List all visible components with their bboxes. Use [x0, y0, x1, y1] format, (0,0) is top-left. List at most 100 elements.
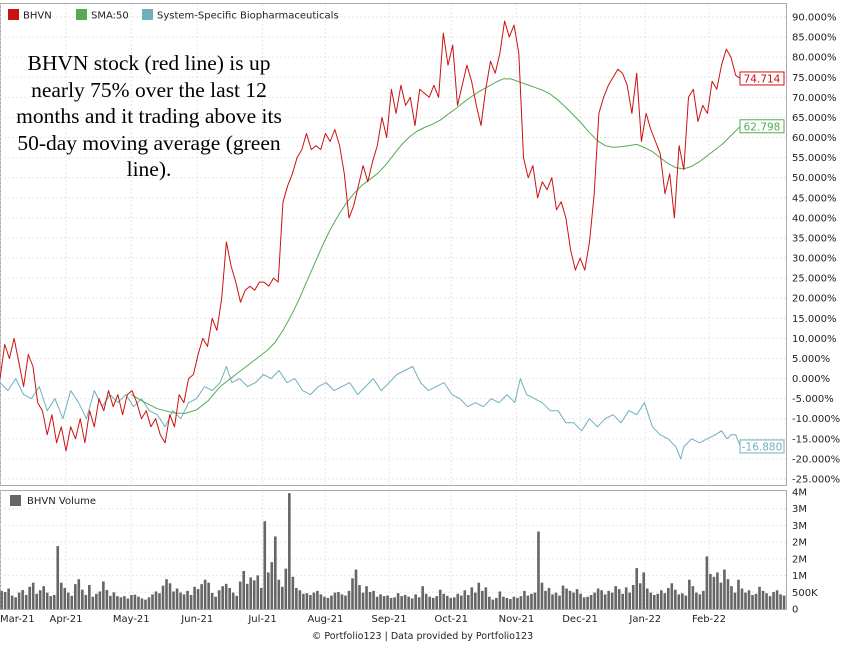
volume-bar: [319, 594, 323, 610]
volume-bar: [17, 592, 21, 609]
volume-bar: [81, 589, 84, 609]
price-y-tick-label: 30.000%: [792, 254, 837, 265]
volume-panel: 4M 3M 3M 2M 2M 1M 500K 0 BHVN Volume: [0, 488, 818, 616]
volume-bar: [372, 590, 375, 610]
bhvn-line: [0, 20, 741, 452]
legend-swatch-sma50: [76, 9, 87, 20]
volume-bar: [42, 586, 46, 609]
volume-bar: [621, 593, 624, 609]
volume-bar: [593, 592, 596, 609]
volume-bar: [519, 596, 523, 609]
volume-bar: [403, 594, 407, 609]
price-y-tick-label: -5.000%: [792, 394, 834, 405]
volume-bar: [123, 596, 126, 609]
bhvn-end-label: 74.714: [744, 73, 781, 85]
volume-bar: [691, 586, 695, 609]
x-tick-label: Jul-21: [247, 614, 276, 625]
volume-bar: [347, 590, 351, 610]
sector-end-label: -16.880: [742, 441, 783, 453]
volume-y-tick-label: 1M: [792, 571, 807, 582]
volume-bar: [73, 584, 77, 609]
sma50-line: [131, 78, 741, 414]
volume-bar: [88, 585, 91, 609]
credit-footer: © Portfolio123 | Data provided by Portfo…: [311, 631, 534, 642]
volume-bar: [228, 587, 231, 609]
volume-bar: [617, 589, 621, 609]
volume-bar: [21, 589, 24, 609]
x-tick-label: Sep-21: [371, 614, 406, 625]
volume-bar: [288, 493, 291, 609]
volume-bar: [709, 573, 712, 609]
volume-bar: [274, 536, 277, 609]
volume-bar: [221, 586, 224, 609]
volume-bar: [270, 562, 274, 609]
price-horizontal-gridlines: [0, 16, 786, 480]
volume-bar: [179, 592, 182, 609]
volume-bar: [144, 599, 147, 609]
volume-bar: [558, 595, 561, 609]
volume-bar: [224, 583, 228, 610]
price-y-tick-label: 85.000%: [792, 33, 837, 44]
volume-bar: [554, 592, 558, 609]
volume-bar: [210, 592, 214, 609]
volume-bar: [466, 594, 470, 609]
volume-bar: [340, 594, 344, 610]
legend-label-sector: System-Specific Biopharmaceuticals: [157, 11, 339, 22]
volume-bar: [24, 594, 28, 609]
volume-bar: [38, 590, 42, 609]
volume-bar: [663, 593, 667, 610]
volume-bar: [133, 594, 137, 609]
volume-bar: [238, 581, 242, 609]
volume-bar: [84, 594, 88, 609]
volume-bar: [761, 590, 765, 610]
volume-bar: [579, 593, 582, 609]
volume-panel-frame: [0, 490, 787, 610]
sma50-end-label-box: [739, 119, 785, 134]
volume-bar: [642, 572, 646, 609]
volume-bar: [119, 597, 123, 609]
volume-bar: [10, 595, 14, 609]
volume-bar: [161, 585, 165, 609]
price-y-tick-label: 70.000%: [792, 93, 837, 104]
price-y-tick-label: 5.000%: [792, 354, 830, 365]
volume-bar: [747, 590, 751, 609]
volume-bar: [105, 589, 109, 609]
volume-bar: [116, 596, 119, 609]
volume-bar: [540, 582, 544, 609]
volume-bar: [259, 587, 263, 609]
volume-bar: [281, 586, 284, 609]
volume-y-tick-label: 2M: [792, 538, 807, 549]
volume-bar: [607, 590, 610, 610]
volume-bar: [586, 596, 589, 610]
volume-bar: [147, 597, 151, 609]
volume-bar: [193, 586, 196, 609]
volume-bar: [712, 576, 716, 610]
volume-bar: [631, 585, 635, 609]
legend-swatch-bhvn: [8, 9, 19, 20]
volume-bar: [323, 596, 326, 610]
volume-y-tick-label: 4M: [792, 488, 807, 499]
price-series-lines: [0, 20, 741, 460]
volume-bar: [312, 592, 316, 609]
volume-bar: [698, 594, 702, 610]
legend-swatch-sector: [142, 9, 153, 20]
volume-bar: [716, 572, 719, 609]
volume-bar: [463, 590, 467, 609]
x-tick-label: May-21: [113, 614, 150, 625]
volume-bar: [572, 592, 575, 609]
volume-bar: [445, 595, 449, 609]
volume-bar: [396, 593, 400, 610]
volume-bar: [95, 593, 98, 609]
volume-bar: [719, 582, 723, 609]
volume-bar: [681, 593, 684, 610]
volume-bar: [530, 593, 533, 609]
price-y-tick-label: 25.000%: [792, 274, 837, 285]
x-tick-label: Feb-22: [692, 614, 726, 625]
volume-bar: [214, 596, 217, 610]
volume-bar: [677, 594, 681, 610]
volume-bar: [723, 569, 726, 609]
volume-bar: [674, 589, 677, 609]
volume-bar: [256, 575, 260, 609]
volume-bar: [52, 594, 56, 609]
